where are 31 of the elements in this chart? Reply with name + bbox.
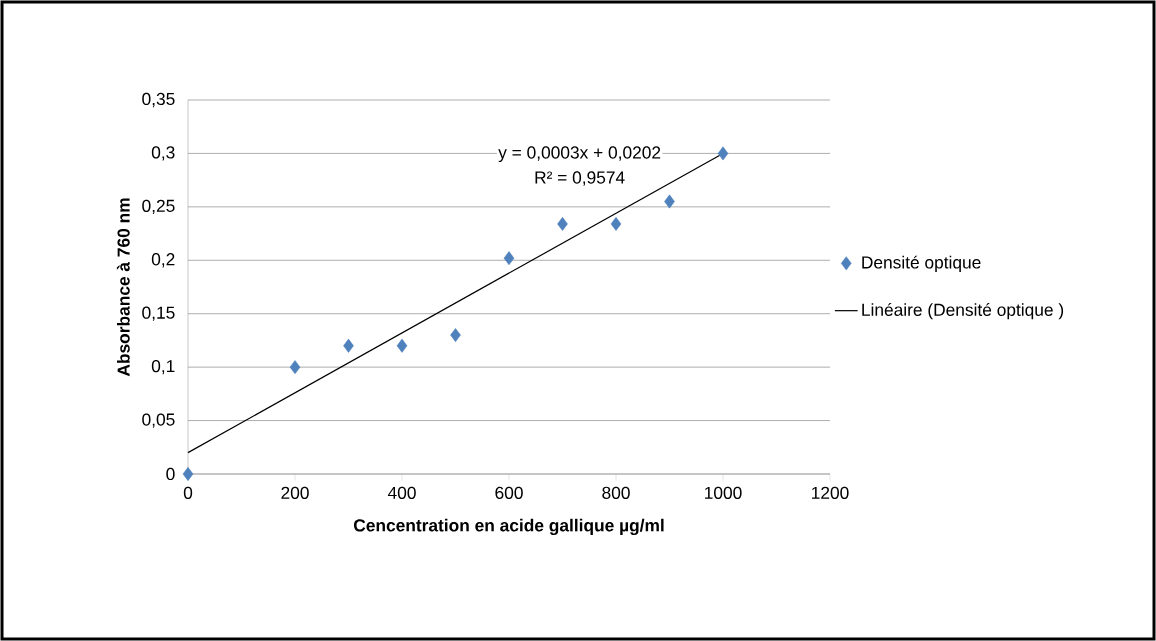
x-axis-title: Cencentration en acide gallique µg/ml	[353, 518, 664, 536]
x-tick-label: 0	[183, 486, 193, 499]
x-tick-label: 1000	[705, 486, 742, 499]
point	[396, 338, 408, 353]
point	[343, 338, 354, 353]
point	[503, 251, 515, 266]
x-tick-label: 800	[602, 486, 630, 499]
y-tick-label: 0,05	[142, 413, 175, 428]
point	[717, 146, 729, 161]
y-tick-label: 0,2	[151, 253, 175, 268]
x-tick-label: 1200	[812, 486, 849, 499]
y-tick-label: 0,1	[151, 359, 175, 375]
point	[289, 360, 301, 375]
point	[610, 217, 622, 231]
x-tick-label: 600	[495, 486, 523, 499]
point	[664, 194, 675, 209]
y-tick-label: 0,25	[142, 199, 175, 215]
point	[182, 467, 194, 481]
y-axis-title: Absorbance à 760 nm	[116, 198, 130, 377]
annotation: R² = 0,9574	[535, 171, 625, 186]
legend-label: Densité optique	[862, 255, 981, 272]
annotation: y = 0,0003x + 0,0202	[498, 146, 661, 163]
y-tick-label: 0,15	[142, 306, 175, 321]
y-tick-label: 0,3	[151, 146, 175, 161]
x-tick-label: 400	[387, 486, 416, 499]
y-tick-label: 0,35	[142, 92, 175, 108]
point	[450, 328, 461, 343]
point	[557, 217, 568, 231]
x-tick-label: 200	[281, 486, 309, 499]
y-tick-label: 0	[166, 467, 175, 481]
legend-label: Linéaire (Densité optique )	[862, 302, 1064, 320]
